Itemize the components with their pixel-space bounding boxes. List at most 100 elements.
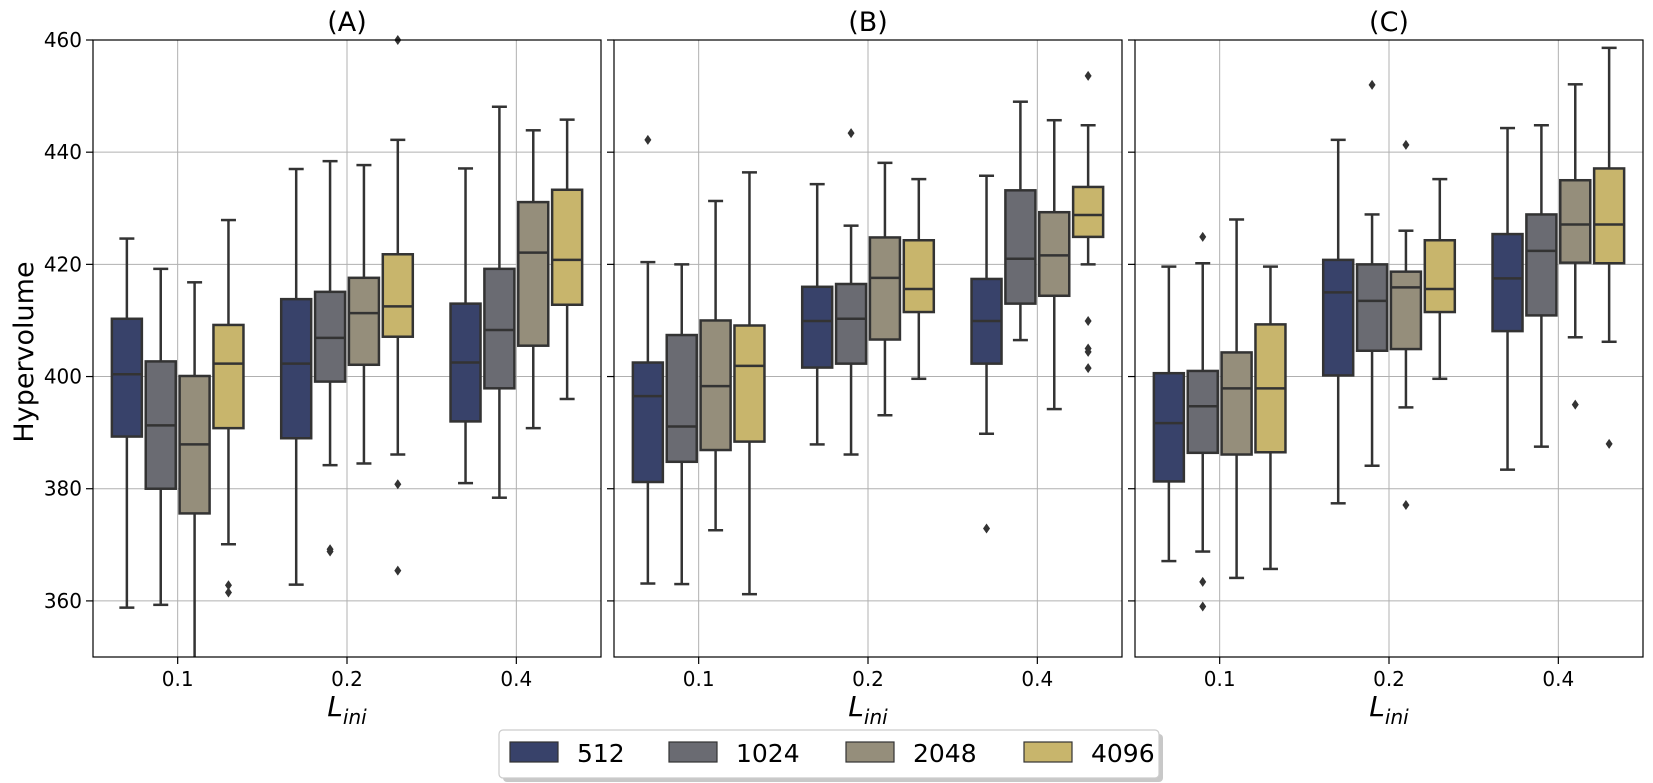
outlier-point bbox=[847, 128, 855, 139]
outlier-point bbox=[1402, 139, 1410, 150]
x-tick-label: 0.1 bbox=[162, 667, 194, 691]
x-tick-label: 0.4 bbox=[500, 667, 532, 691]
box-body bbox=[1038, 210, 1071, 298]
box-body bbox=[381, 253, 415, 338]
box-512-0.1 bbox=[1152, 265, 1186, 563]
box-1024-0.1 bbox=[665, 263, 698, 586]
y-tick-label: 380 bbox=[44, 477, 82, 501]
box-body bbox=[902, 238, 936, 314]
outlier-point bbox=[644, 134, 652, 145]
box-1024-0.1 bbox=[144, 267, 177, 607]
panel-3: 0.1 0.2 0.4 (C) Lini bbox=[1128, 7, 1644, 729]
x-tick-label: 0.4 bbox=[1542, 667, 1574, 691]
legend-swatch bbox=[845, 741, 895, 763]
legend-frame bbox=[498, 729, 1160, 779]
box-body bbox=[1004, 189, 1037, 305]
y-tick-label: 420 bbox=[44, 252, 82, 276]
box-body bbox=[212, 323, 245, 430]
box-4096-0.2 bbox=[902, 177, 936, 381]
panel-title: (B) bbox=[848, 7, 888, 38]
legend-items: 512 1024 2048 4096 bbox=[509, 739, 1155, 768]
box-512-0.2 bbox=[1321, 138, 1355, 505]
y-tick-label: 360 bbox=[44, 589, 82, 613]
y-tick-label: 400 bbox=[44, 365, 82, 389]
box-body bbox=[1592, 167, 1626, 265]
box-body bbox=[1559, 178, 1592, 264]
box-2048-0.4 bbox=[1559, 83, 1592, 410]
box-body bbox=[1423, 238, 1457, 314]
box-body bbox=[110, 317, 144, 438]
outlier-point bbox=[1084, 346, 1092, 357]
x-tick-label: 0.2 bbox=[331, 667, 363, 691]
legend-label: 4096 bbox=[1091, 739, 1155, 768]
outlier-point bbox=[1368, 79, 1376, 90]
box-body bbox=[1389, 270, 1423, 351]
box-body bbox=[1355, 263, 1389, 352]
box-2048-0.2 bbox=[1389, 139, 1423, 510]
x-axis-label-main: L bbox=[848, 690, 864, 723]
box-512-0.2 bbox=[279, 167, 313, 586]
outlier-point bbox=[1402, 499, 1410, 510]
outlier-point bbox=[1084, 70, 1092, 81]
box-body bbox=[483, 267, 516, 390]
legend-swatch bbox=[668, 741, 718, 763]
box-4096-0.1 bbox=[212, 218, 245, 598]
box-2048-0.1 bbox=[1220, 218, 1253, 580]
box-body bbox=[517, 200, 550, 347]
x-tick-label: 0.1 bbox=[1204, 667, 1236, 691]
outlier-point bbox=[1571, 399, 1579, 410]
box-body bbox=[733, 324, 766, 443]
box-body bbox=[550, 188, 584, 306]
legend-label: 1024 bbox=[736, 739, 800, 768]
box-2048-0.2 bbox=[868, 161, 902, 417]
legend-label: 2048 bbox=[913, 739, 977, 768]
outlier-point bbox=[1084, 363, 1092, 374]
x-axis-label-subscript: ini bbox=[343, 705, 367, 729]
x-axis-label: Lini bbox=[848, 690, 888, 729]
x-axis-label-subscript: ini bbox=[1385, 705, 1409, 729]
box-512-0.4 bbox=[970, 174, 1003, 534]
legend-swatch bbox=[1023, 741, 1073, 763]
box-1024-0.4 bbox=[1525, 124, 1558, 448]
box-2048-0.2 bbox=[347, 163, 381, 465]
x-tick-label: 0.2 bbox=[852, 667, 884, 691]
y-axis-label: Hypervolume bbox=[9, 261, 40, 442]
box-body bbox=[1152, 371, 1186, 483]
panels: 360 380 400 420 440 460 0.1 0.2 0.4 (A) Lini 0.1 0.2… bbox=[44, 7, 1644, 729]
box-512-0.1 bbox=[631, 134, 665, 585]
box-body bbox=[347, 276, 381, 367]
box-body bbox=[1491, 232, 1524, 333]
legend-entry-4096: 4096 bbox=[1023, 739, 1155, 768]
box-4096-0.4 bbox=[1071, 70, 1105, 374]
box-2048-0.4 bbox=[517, 129, 550, 430]
box-4096-0.4 bbox=[1592, 46, 1626, 449]
box-512-0.1 bbox=[110, 237, 144, 609]
box-body bbox=[1321, 258, 1355, 377]
box-2048-0.4 bbox=[1038, 118, 1071, 411]
legend-swatch bbox=[509, 741, 559, 763]
box-512-0.4 bbox=[449, 167, 482, 485]
box-4096-0.2 bbox=[1423, 177, 1457, 381]
outlier-point bbox=[1199, 576, 1207, 587]
outlier-point bbox=[224, 587, 232, 598]
box-1024-0.4 bbox=[1004, 100, 1037, 342]
outlier-point bbox=[326, 544, 334, 555]
x-axis-label-subscript: ini bbox=[864, 705, 888, 729]
legend-entry-512: 512 bbox=[509, 739, 625, 768]
box-2048-0.1 bbox=[699, 199, 732, 532]
y-tick-label: 440 bbox=[44, 140, 82, 164]
legend-label: 512 bbox=[577, 739, 625, 768]
x-tick-label: 0.4 bbox=[1021, 667, 1053, 691]
box-1024-0.1 bbox=[1186, 231, 1219, 612]
box-512-0.4 bbox=[1491, 126, 1524, 471]
panel-2: 0.1 0.2 0.4 (B) Lini bbox=[607, 7, 1123, 729]
box-body bbox=[631, 361, 665, 484]
box-body bbox=[279, 297, 313, 440]
panel-title: (C) bbox=[1369, 7, 1409, 38]
box-1024-0.2 bbox=[834, 128, 868, 456]
box-4096-0.1 bbox=[1254, 265, 1287, 571]
panel-title: (A) bbox=[327, 7, 367, 38]
outlier-point bbox=[1605, 438, 1613, 449]
box-1024-0.2 bbox=[1355, 79, 1389, 467]
